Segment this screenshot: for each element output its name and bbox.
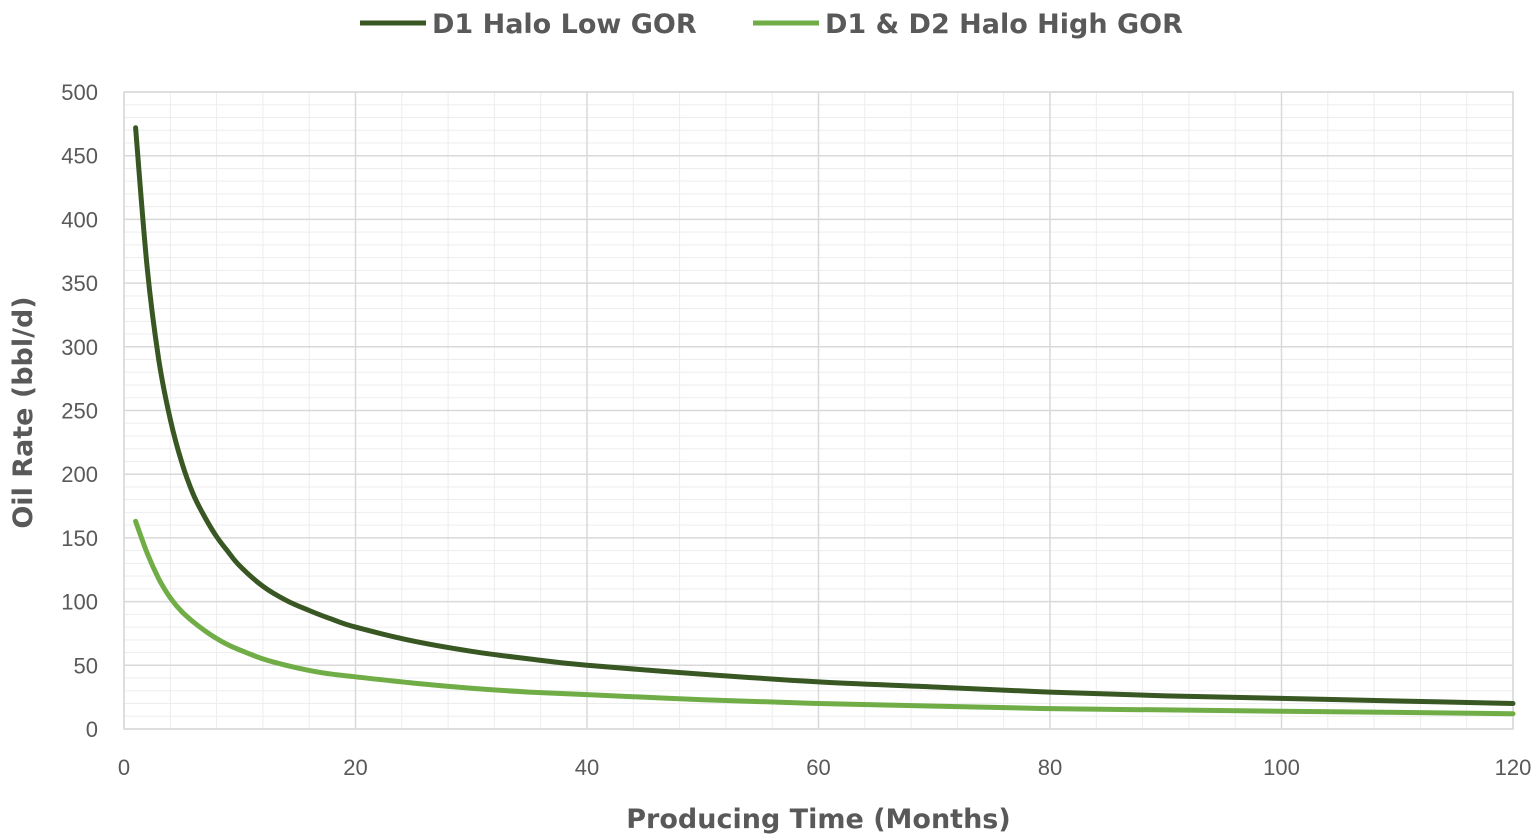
y-tick-label: 300 (61, 335, 98, 360)
y-tick-label: 100 (61, 590, 98, 615)
legend-label-2: D1 & D2 Halo High GOR (825, 9, 1183, 40)
y-axis-title: Oil Rate (bbl/d) (8, 296, 39, 528)
y-tick-label: 200 (61, 462, 98, 487)
x-tick-label: 120 (1495, 755, 1532, 780)
legend: D1 Halo Low GOR D1 & D2 Halo High GOR (360, 9, 1183, 40)
series-line-2 (133, 518, 1516, 717)
major-gridlines (123, 91, 1514, 730)
x-axis-title: Producing Time (Months) (626, 804, 1010, 835)
legend-label-1: D1 Halo Low GOR (432, 9, 697, 40)
x-tick-label: 0 (118, 755, 130, 780)
y-tick-label: 350 (61, 271, 98, 296)
y-tick-label: 400 (61, 207, 98, 232)
x-tick-label: 100 (1263, 755, 1300, 780)
y-tick-label: 250 (61, 399, 98, 424)
x-tick-label: 80 (1038, 755, 1062, 780)
series-layer (133, 125, 1516, 717)
x-tick-label: 20 (343, 755, 367, 780)
y-tick-label: 500 (61, 80, 98, 105)
series-line-1 (133, 125, 1516, 706)
x-axis-ticks: 0 20 40 60 80 100 120 (118, 755, 1531, 780)
y-axis-ticks: 0 50 100 150 200 250 300 350 400 450 500 (61, 80, 98, 742)
y-tick-label: 150 (61, 526, 98, 551)
plot-area (123, 91, 1514, 730)
x-tick-label: 60 (806, 755, 830, 780)
y-tick-label: 0 (86, 717, 98, 742)
x-tick-label: 40 (575, 755, 599, 780)
y-tick-label: 50 (74, 653, 98, 678)
y-tick-label: 450 (61, 144, 98, 169)
